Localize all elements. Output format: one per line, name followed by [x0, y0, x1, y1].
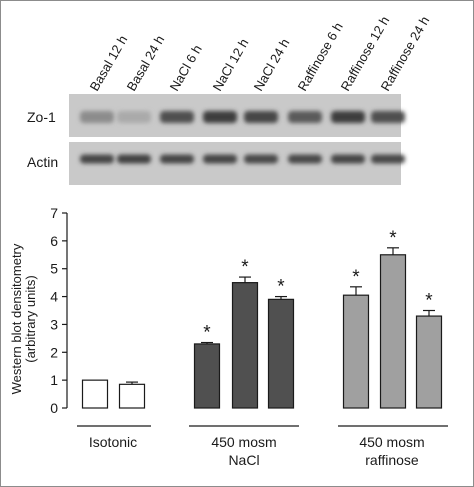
significance-asterisk: *: [425, 291, 433, 312]
blot-band: [117, 154, 151, 164]
y-tick-label: 3: [50, 316, 58, 332]
significance-asterisk: *: [241, 257, 249, 278]
bar: [415, 315, 443, 409]
blot-band: [371, 154, 405, 164]
y-tick-label: 5: [50, 261, 58, 277]
blot-band: [160, 154, 194, 164]
lane-label: NaCl 12 h: [210, 36, 252, 94]
group-label: NaCl: [228, 452, 259, 468]
bar: [379, 254, 407, 409]
blot-band: [331, 111, 365, 123]
blot-band: [203, 154, 237, 164]
significance-asterisk: *: [352, 267, 360, 288]
lane-label: NaCl 24 h: [251, 36, 293, 94]
significance-asterisk: *: [277, 277, 285, 298]
bar-chart: 0 1 2 3 4 5 6 7 Western blot densitometry (arbitr…: [9, 205, 448, 468]
y-tick-label: 1: [50, 372, 58, 388]
blot-band: [80, 111, 114, 123]
blot-band: [160, 111, 194, 123]
blot-row-label: Zo-1: [27, 109, 56, 125]
group-label: 450 mosm: [211, 434, 276, 450]
blot-band: [288, 154, 322, 164]
blot-band: [244, 111, 278, 123]
blot-band: [117, 111, 151, 123]
y-axis-label: (arbitrary units): [23, 275, 38, 362]
bar: [118, 383, 146, 409]
bar: [267, 298, 295, 409]
blot-band: [203, 111, 237, 123]
bar: [193, 343, 221, 409]
bar: [81, 379, 109, 409]
group-label: 450 mosm: [359, 434, 424, 450]
lane-label: NaCl 6 h: [167, 42, 205, 93]
blot-band: [371, 111, 405, 123]
y-axis-label: Western blot densitometry: [9, 243, 24, 394]
bar: [342, 294, 370, 409]
y-tick-label: 0: [50, 400, 58, 416]
group-label: raffinose: [365, 452, 419, 468]
significance-asterisk: *: [203, 323, 211, 344]
lane-label: Basal 24 h: [124, 33, 168, 94]
bar: [231, 282, 259, 409]
y-tick-label: 4: [50, 289, 58, 305]
group-label: Isotonic: [89, 434, 137, 450]
blot-band: [288, 111, 322, 123]
blot-band: [80, 154, 114, 164]
lane-label: Raffinose 6 h: [295, 20, 346, 94]
significance-asterisk: *: [389, 228, 397, 249]
blot-band: [331, 154, 365, 164]
y-tick-label: 2: [50, 344, 58, 360]
blot-band: [244, 154, 278, 164]
blot-row-label: Actin: [27, 154, 58, 170]
y-tick-label: 7: [50, 205, 58, 221]
y-tick-label: 6: [50, 233, 58, 249]
